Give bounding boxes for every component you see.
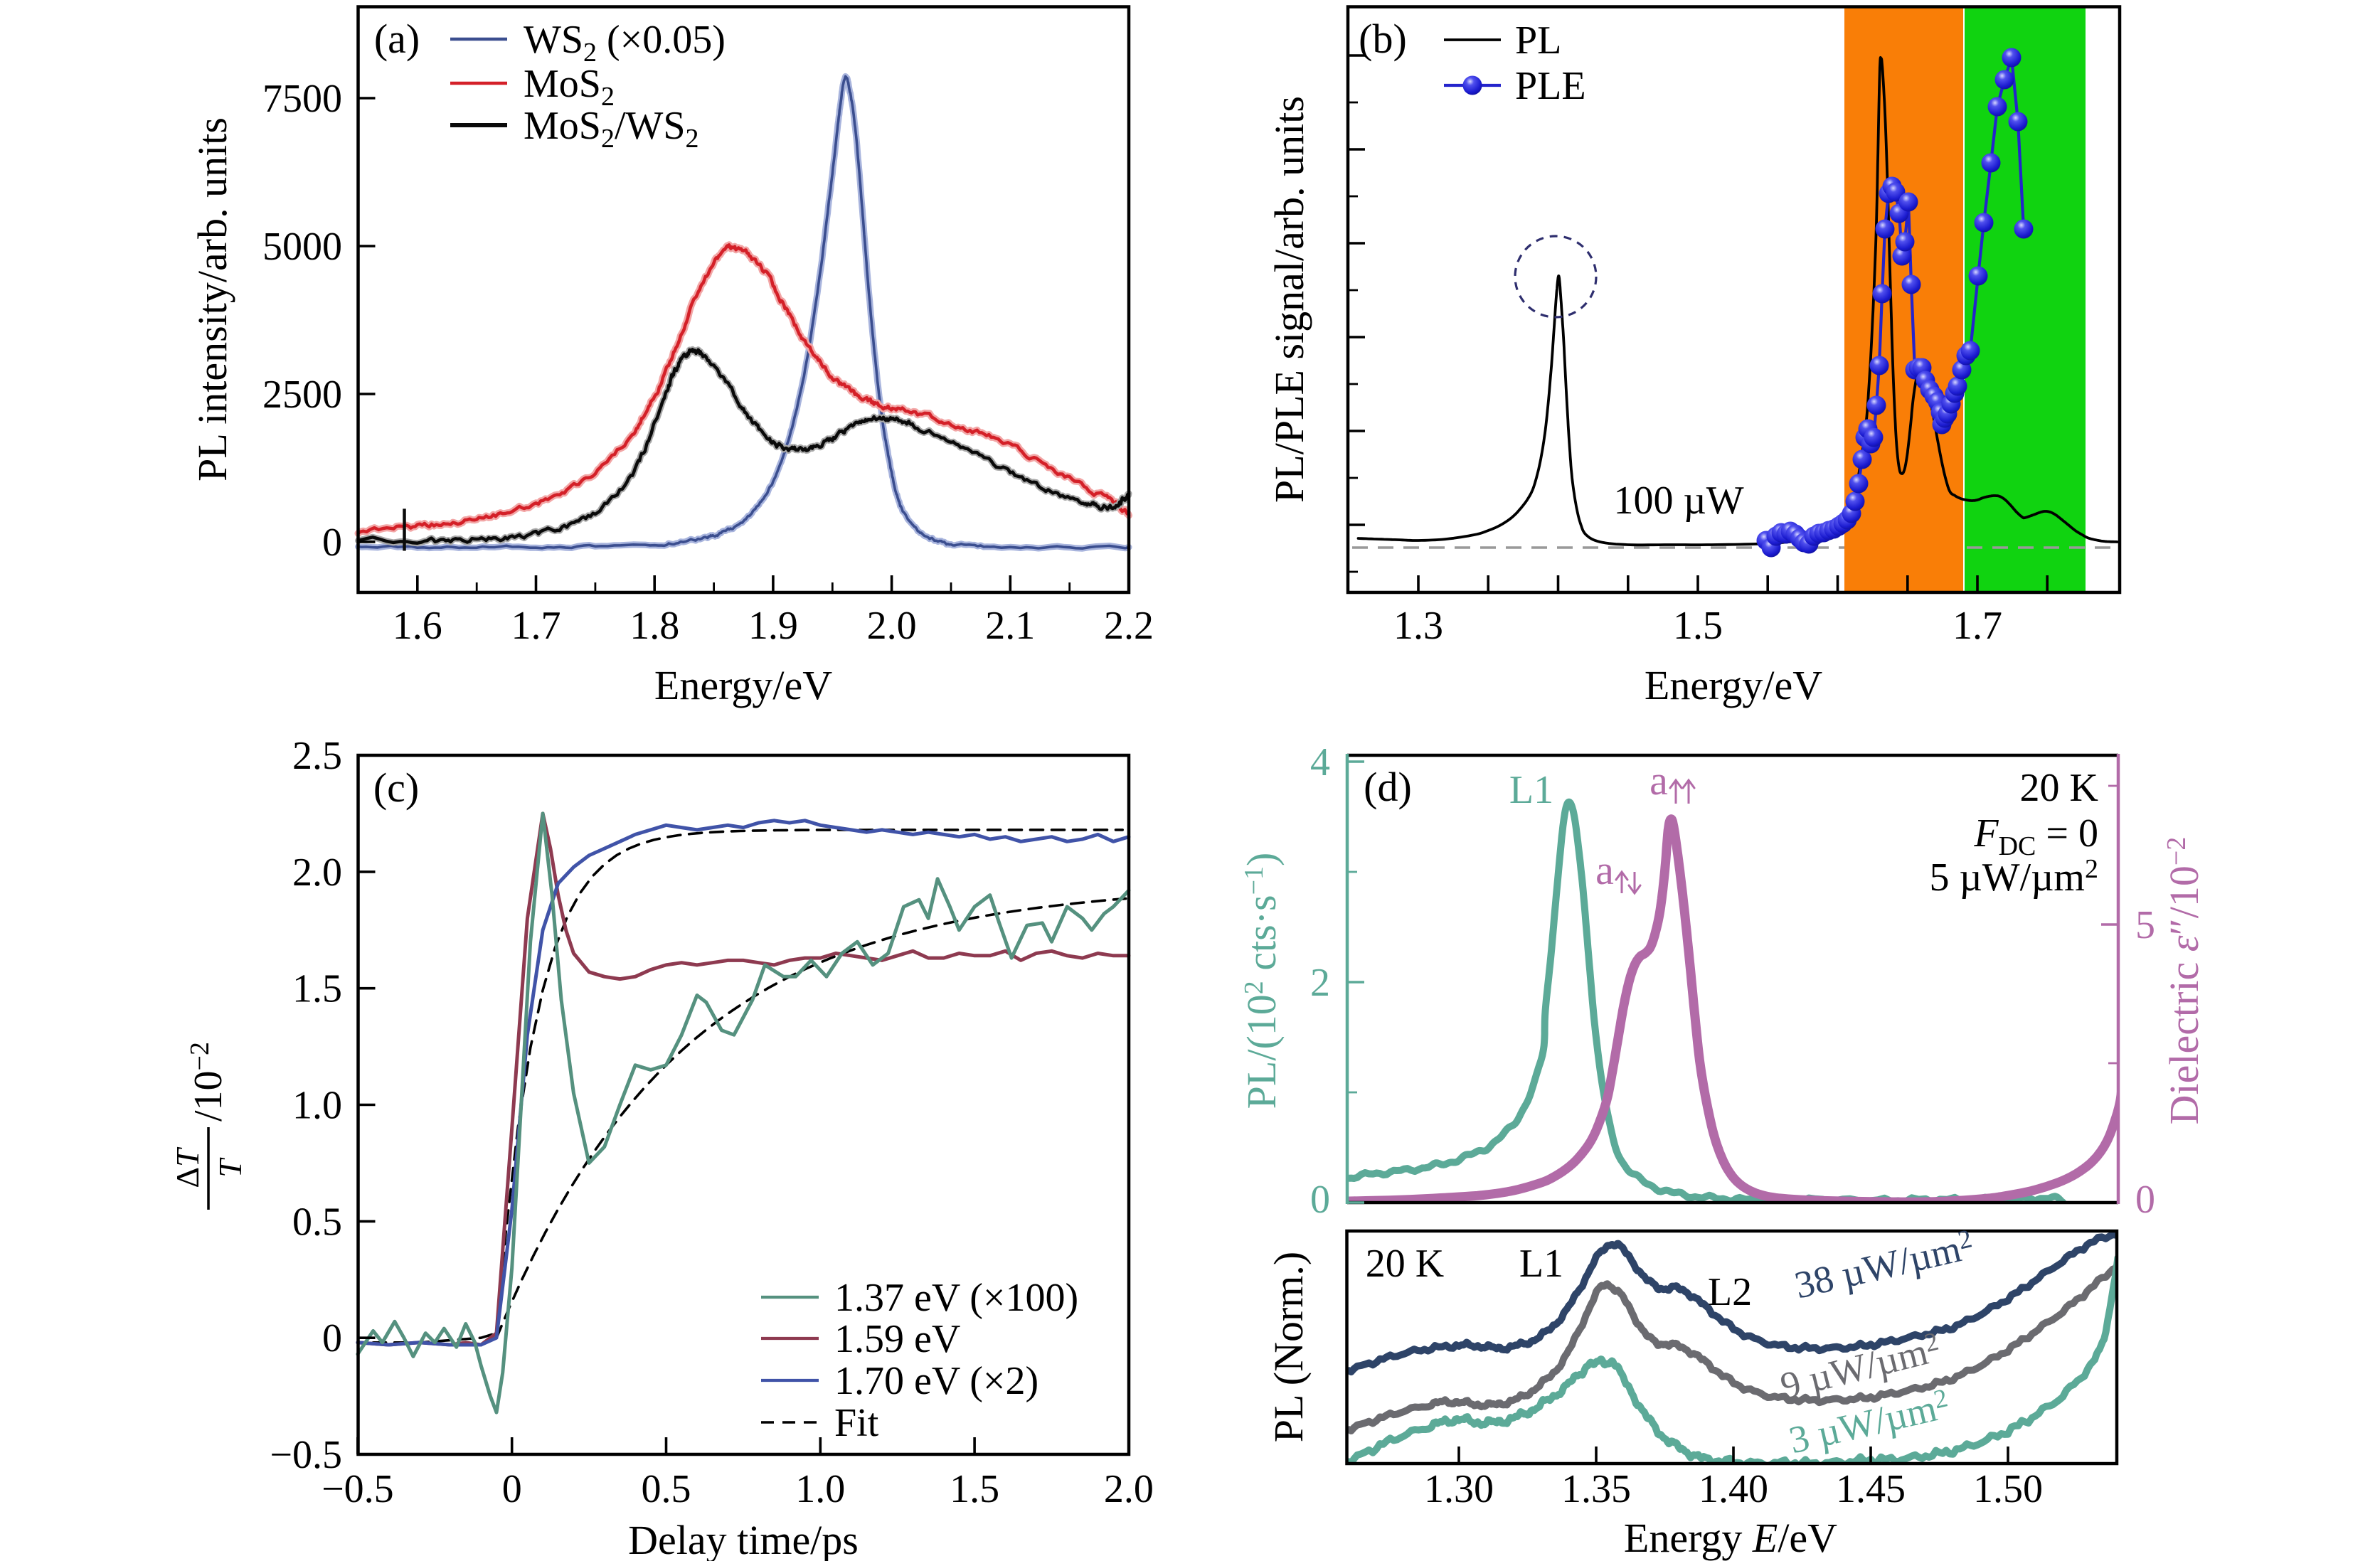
svg-text:1.3: 1.3 (1393, 604, 1443, 648)
svg-text:1.0: 1.0 (292, 1084, 342, 1128)
svg-text:2500: 2500 (262, 373, 342, 417)
svg-text:1.9: 1.9 (748, 604, 798, 648)
svg-text:(d): (d) (1364, 764, 1412, 810)
svg-text:PL/PLE signal/arb. units: PL/PLE signal/arb. units (1266, 96, 1312, 503)
svg-text:5 µW/µm2: 5 µW/µm2 (1929, 854, 2098, 900)
svg-text:1.5: 1.5 (1673, 604, 1723, 648)
svg-text:7500: 7500 (262, 77, 342, 121)
svg-text:1.40: 1.40 (1699, 1467, 1768, 1511)
svg-text:PL/(102 cts·s−1): PL/(102 cts·s−1) (1238, 853, 1285, 1109)
svg-text:1.35: 1.35 (1561, 1467, 1631, 1511)
svg-text:1.37 eV (×100): 1.37 eV (×100) (834, 1276, 1078, 1320)
svg-text:0: 0 (1310, 1178, 1330, 1222)
svg-text:PL intensity/arb. units: PL intensity/arb. units (189, 117, 235, 481)
svg-text:Dielectric ε″/10−2: Dielectric ε″/10−2 (2161, 837, 2207, 1125)
svg-text:2.0: 2.0 (1104, 1467, 1154, 1511)
svg-text:Delay time/ps: Delay time/ps (628, 1517, 859, 1561)
svg-text:WS2 (×0.05): WS2 (×0.05) (524, 18, 726, 68)
svg-text:a: a (1649, 757, 1668, 804)
svg-text:2.1: 2.1 (985, 604, 1035, 648)
svg-text:0: 0 (502, 1467, 522, 1511)
svg-text:1.50: 1.50 (1973, 1467, 2043, 1511)
svg-text:MoS2: MoS2 (524, 62, 615, 112)
svg-text:2.0: 2.0 (292, 851, 342, 895)
svg-text:1.8: 1.8 (629, 604, 679, 648)
svg-text:1.5: 1.5 (292, 967, 342, 1011)
svg-text:Energy E/eV: Energy E/eV (1624, 1515, 1837, 1561)
svg-text:2.5: 2.5 (292, 734, 342, 778)
svg-text:FDC = 0: FDC = 0 (1973, 811, 2098, 861)
svg-text:5000: 5000 (262, 225, 342, 269)
svg-text:PLE: PLE (1515, 64, 1586, 108)
svg-text:1.59 eV: 1.59 eV (834, 1317, 960, 1361)
svg-text:PL: PL (1515, 18, 1561, 63)
svg-text:Fit: Fit (834, 1401, 879, 1445)
svg-text:1.45: 1.45 (1836, 1467, 1906, 1511)
svg-text:1.7: 1.7 (511, 604, 561, 648)
svg-text:1.0: 1.0 (795, 1467, 845, 1511)
svg-text:1.70 eV (×2): 1.70 eV (×2) (834, 1359, 1038, 1403)
svg-text:20 K: 20 K (1366, 1242, 1444, 1286)
svg-text:−0.5: −0.5 (322, 1467, 394, 1511)
svg-text:ΔT: ΔT (169, 1146, 206, 1188)
svg-text:20 K: 20 K (2020, 766, 2098, 810)
svg-text:2: 2 (1310, 961, 1330, 1005)
svg-text:(c): (c) (373, 764, 419, 811)
svg-text:0: 0 (322, 521, 342, 565)
svg-text:L1: L1 (1509, 768, 1553, 812)
svg-text:1.7: 1.7 (1953, 604, 2002, 648)
svg-text:PL (Norm.): PL (Norm.) (1265, 1252, 1312, 1442)
svg-text:0: 0 (322, 1316, 342, 1360)
svg-text:Energy/eV: Energy/eV (1645, 662, 1822, 708)
svg-text:MoS2/WS2: MoS2/WS2 (524, 104, 699, 154)
svg-text:a: a (1595, 847, 1614, 893)
svg-text:0.5: 0.5 (642, 1467, 691, 1511)
svg-text:1.6: 1.6 (393, 604, 442, 648)
svg-text:Energy/eV: Energy/eV (654, 662, 832, 708)
svg-text:0: 0 (2135, 1178, 2155, 1222)
svg-text:1.30: 1.30 (1424, 1467, 1494, 1511)
svg-text:(b): (b) (1359, 16, 1407, 62)
svg-text:4: 4 (1310, 740, 1330, 784)
svg-text:1.5: 1.5 (950, 1467, 999, 1511)
svg-text:100 µW: 100 µW (1613, 479, 1743, 523)
svg-text:T: T (212, 1157, 248, 1178)
svg-text:0.5: 0.5 (292, 1200, 342, 1244)
svg-text:2.2: 2.2 (1104, 604, 1154, 648)
svg-text:−0.5: −0.5 (270, 1433, 342, 1477)
svg-text:L2: L2 (1708, 1270, 1752, 1314)
svg-text:5: 5 (2135, 903, 2155, 947)
svg-text:L1: L1 (1519, 1242, 1563, 1286)
svg-text:2.0: 2.0 (867, 604, 917, 648)
svg-text:(a): (a) (374, 16, 420, 62)
